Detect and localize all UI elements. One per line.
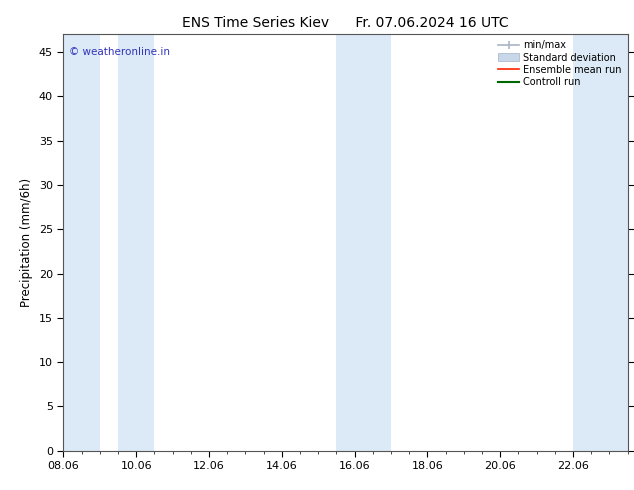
Bar: [63, 34, 100, 451]
Text: © weatheronline.in: © weatheronline.in: [69, 47, 170, 57]
Bar: [337, 34, 391, 451]
Y-axis label: Precipitation (mm/6h): Precipitation (mm/6h): [20, 178, 34, 307]
Bar: [573, 34, 628, 451]
Title: ENS Time Series Kiev      Fr. 07.06.2024 16 UTC: ENS Time Series Kiev Fr. 07.06.2024 16 U…: [182, 16, 509, 30]
Bar: [118, 34, 155, 451]
Legend: min/max, Standard deviation, Ensemble mean run, Controll run: min/max, Standard deviation, Ensemble me…: [494, 36, 626, 91]
